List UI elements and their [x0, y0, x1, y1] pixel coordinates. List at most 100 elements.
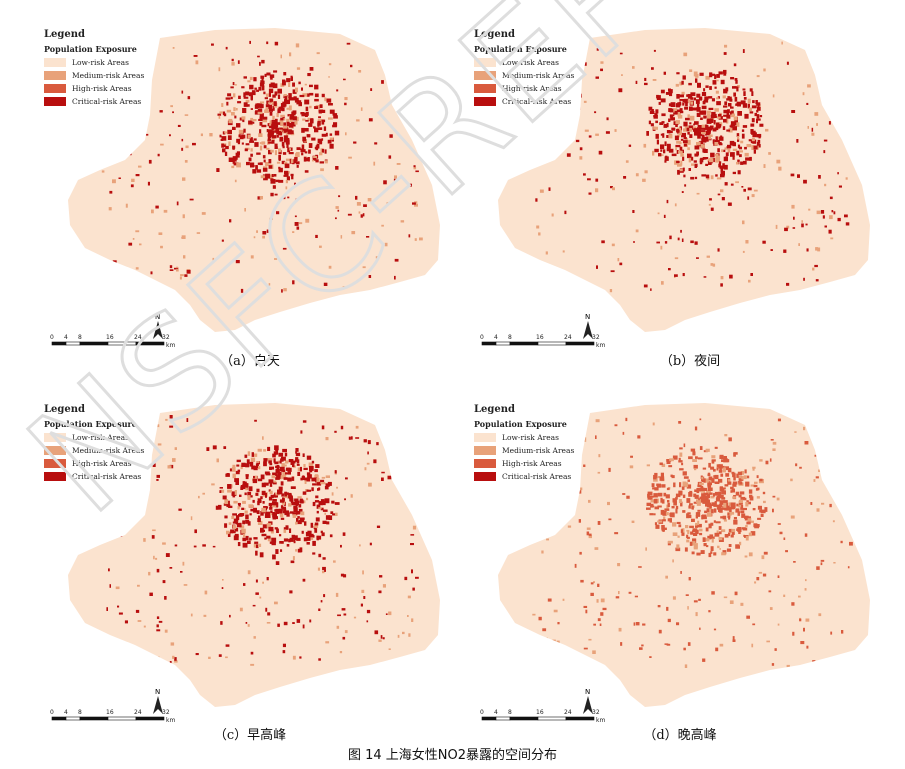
legend-item-medium: Medium-risk Areas: [474, 69, 574, 82]
exposure-cell: [632, 210, 635, 213]
exposure-cell: [313, 126, 316, 129]
exposure-cell: [296, 518, 299, 522]
exposure-cell: [732, 481, 738, 485]
exposure-cell: [701, 174, 706, 177]
exposure-cell: [694, 130, 699, 136]
exposure-cell: [234, 490, 237, 495]
exposure-cell: [708, 126, 713, 130]
exposure-cell: [752, 132, 757, 138]
caption-c: （c）早高峰: [213, 728, 287, 743]
exposure-cell: [286, 163, 289, 167]
exposure-cell: [692, 528, 698, 532]
exposure-cell: [290, 130, 294, 135]
exposure-cell: [757, 517, 762, 520]
exposure-cell: [331, 492, 334, 496]
exposure-cell: [282, 247, 287, 250]
exposure-cell: [289, 148, 291, 151]
exposure-cell: [226, 109, 232, 113]
exposure-cell: [685, 594, 689, 596]
exposure-cell: [231, 491, 237, 496]
exposure-cell: [700, 140, 703, 145]
exposure-cell: [264, 73, 267, 77]
exposure-cell: [302, 136, 306, 142]
exposure-cell: [246, 459, 250, 465]
exposure-cell: [718, 537, 723, 541]
exposure-cell: [588, 135, 592, 138]
exposure-cell: [343, 574, 347, 578]
exposure-cell: [406, 81, 409, 83]
exposure-cell: [329, 109, 335, 114]
exposure-cell: [741, 186, 744, 188]
exposure-cell: [656, 94, 659, 99]
exposure-cell: [595, 419, 600, 423]
exposure-cell: [696, 257, 699, 259]
exposure-cell: [715, 90, 719, 94]
exposure-cell: [812, 660, 816, 664]
exposure-cell: [242, 500, 246, 504]
exposure-cell: [838, 185, 842, 188]
exposure-cell: [314, 127, 319, 133]
exposure-cell: [294, 222, 299, 226]
exposure-cell: [323, 126, 327, 131]
exposure-cell: [289, 511, 294, 514]
exposure-cell: [714, 74, 717, 80]
exposure-cell: [385, 613, 388, 615]
exposure-cell: [282, 101, 287, 107]
exposure-cell: [704, 96, 709, 101]
scale-tick-label: 32: [162, 709, 170, 716]
exposure-cell: [243, 102, 248, 107]
exposure-cell: [701, 131, 706, 135]
exposure-cell: [201, 212, 206, 215]
exposure-cell: [595, 76, 599, 79]
exposure-cell: [276, 528, 279, 533]
exposure-cell: [344, 498, 346, 501]
exposure-cell: [190, 516, 193, 521]
exposure-cell: [269, 123, 272, 126]
exposure-cell: [268, 104, 273, 109]
exposure-cell: [660, 133, 663, 136]
exposure-cell: [256, 89, 259, 92]
exposure-cell: [234, 527, 239, 532]
exposure-cell: [736, 122, 740, 127]
exposure-cell: [317, 188, 320, 190]
exposure-cell: [772, 508, 774, 513]
exposure-cell: [250, 108, 253, 110]
exposure-cell: [259, 121, 263, 126]
exposure-cell: [242, 108, 247, 113]
exposure-cell: [363, 439, 367, 443]
exposure-cell: [648, 495, 654, 498]
exposure-cell: [243, 534, 246, 538]
exposure-cell: [276, 135, 279, 138]
exposure-cell: [704, 510, 708, 514]
exposure-cell: [720, 79, 725, 85]
exposure-cell: [751, 137, 755, 142]
exposure-cell: [759, 459, 763, 462]
exposure-cell: [713, 552, 717, 556]
exposure-cell: [790, 173, 795, 177]
exposure-cell: [596, 599, 599, 603]
exposure-cell: [692, 530, 695, 533]
exposure-cell: [707, 508, 713, 513]
exposure-cell: [234, 179, 237, 183]
exposure-cell: [215, 505, 219, 510]
exposure-cell: [632, 66, 635, 69]
exposure-cell: [660, 497, 663, 503]
exposure-cell: [664, 156, 669, 161]
exposure-cell: [335, 512, 338, 516]
exposure-cell: [693, 123, 695, 126]
exposure-cell: [323, 282, 328, 286]
exposure-cell: [549, 120, 553, 124]
exposure-cell: [221, 587, 224, 589]
exposure-cell: [740, 505, 744, 510]
exposure-cell: [705, 174, 710, 179]
exposure-cell: [728, 96, 732, 100]
exposure-cell: [679, 452, 683, 457]
exposure-cell: [849, 541, 853, 546]
exposure-cell: [694, 128, 699, 133]
exposure-cell: [736, 86, 739, 92]
exposure-cell: [677, 237, 680, 241]
exposure-cell: [324, 486, 329, 490]
exposure-cell: [744, 146, 747, 150]
exposure-cell: [709, 492, 713, 495]
exposure-cell: [262, 529, 265, 532]
